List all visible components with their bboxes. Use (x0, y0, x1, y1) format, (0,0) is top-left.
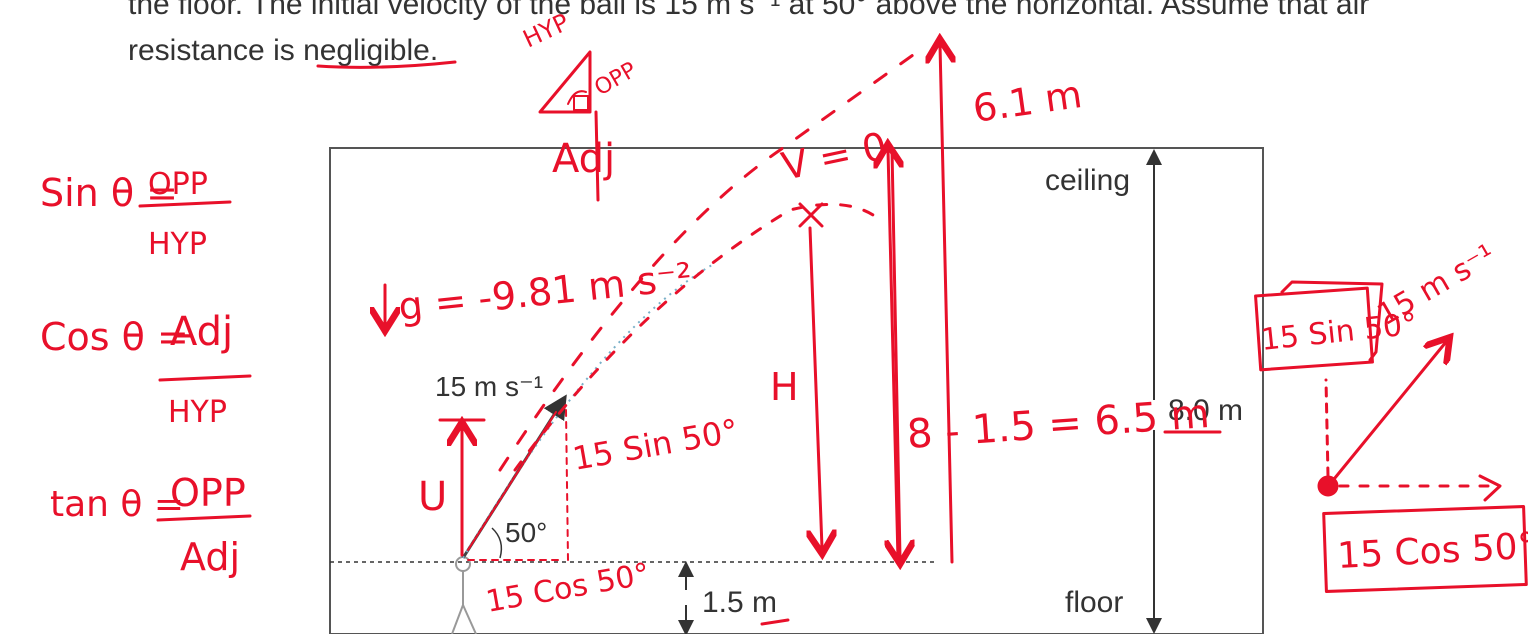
cos-rule-bar (158, 374, 252, 382)
sin-rule-bar (138, 200, 232, 208)
height-calc-arrow-down (892, 148, 900, 558)
cos-rule-numerator: Adj (170, 309, 233, 355)
side-horizontal-label: 15 Cos 50° (1336, 526, 1528, 577)
problem-text-line2: resistance is negligible. (128, 34, 438, 67)
apex-mark (798, 202, 824, 228)
ceiling-label: ceiling (1045, 164, 1130, 197)
side-resolution (1254, 280, 1528, 593)
height-calc-label: 8 - 1.5 = 6.5 m (905, 391, 1211, 458)
side-vertical-dash (1324, 378, 1330, 478)
h-arrow (810, 226, 822, 548)
floor-label: floor (1065, 586, 1123, 619)
trajectory-path (462, 264, 713, 559)
person-figure (451, 556, 477, 634)
launch-height-label: 1.5 m (702, 586, 777, 619)
speed-label: 15 m s⁻¹ (435, 371, 543, 402)
sin-rule-lhs: Sin θ = (40, 171, 178, 215)
room-height-label: 8.0 m (1168, 394, 1243, 427)
max-height-arrow (940, 45, 952, 564)
angle-label: 50° (505, 517, 547, 548)
room-box (329, 147, 1264, 634)
vertical-component-dash (565, 409, 569, 561)
side-speed-label: 15 m s⁻¹ (1372, 238, 1502, 333)
angle-arc (491, 527, 503, 559)
tan-rule-numerator: OPP (170, 471, 246, 515)
vertical-component-label: 15 Sin 50° (570, 411, 741, 477)
tan-rule-bar (156, 514, 252, 522)
horizontal-component-label: 15 Cos 50° (483, 557, 652, 620)
side-velocity-arrow (1328, 342, 1446, 486)
trajectory-high-dashed (498, 48, 922, 472)
tan-rule-denominator: Adj (180, 535, 240, 579)
trajectory-low-dashed (513, 202, 882, 472)
v-zero-label: V = 0 (778, 124, 891, 189)
launch-height-underline (760, 618, 790, 626)
sin-rule-numerator: OPP (148, 167, 208, 202)
h-label: H (770, 365, 799, 409)
negligible-underline (316, 60, 457, 69)
cos-rule-lhs: Cos θ = (40, 315, 189, 359)
trig-triangle (538, 50, 600, 202)
tan-rule-lhs: tan θ = (50, 484, 184, 525)
problem-text-line1: the floor. The initial velocity of the b… (128, 0, 1369, 21)
cos-rule-denominator: HYP (168, 395, 227, 430)
triangle-opp-label: OPP (591, 58, 641, 102)
height-calc-arrow-up (888, 150, 898, 562)
u-label: U (418, 474, 447, 520)
sin-rule-denominator: HYP (148, 227, 207, 262)
max-height-label: 6.1 m (970, 72, 1085, 131)
launch-vector-overlay (467, 411, 557, 551)
triangle-adj-label: Adj (552, 136, 615, 182)
